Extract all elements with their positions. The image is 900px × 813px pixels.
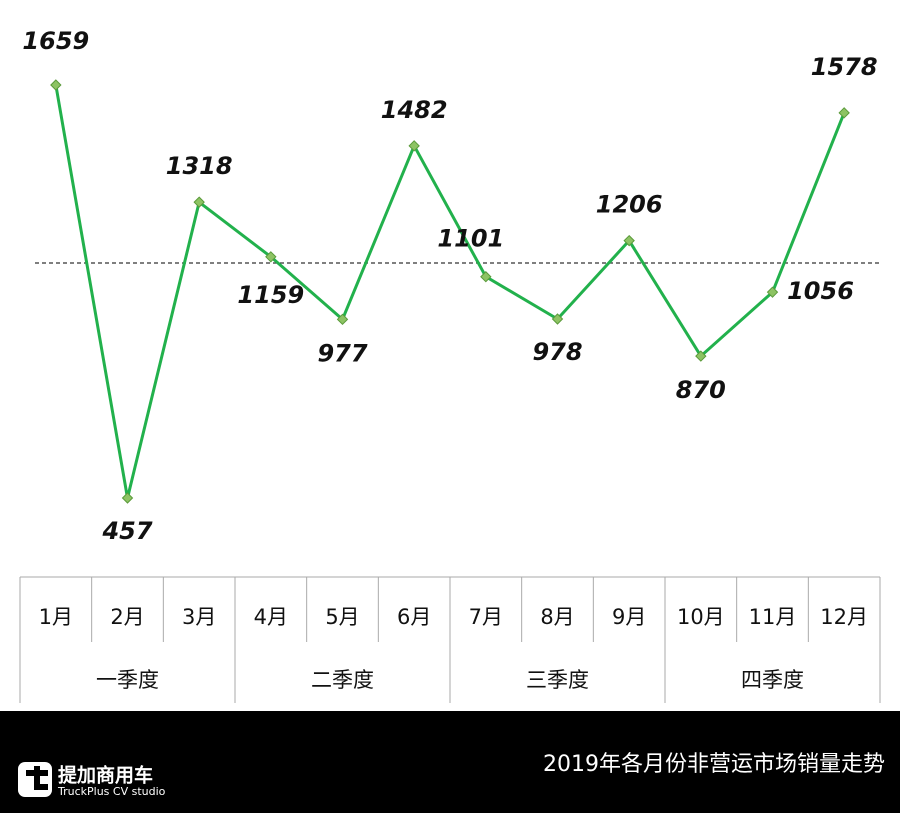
- marker: [766, 286, 779, 298]
- marker: [695, 350, 707, 362]
- x-tick-label: 5月: [325, 605, 359, 629]
- x-tick-label: 6月: [397, 605, 431, 629]
- data-label: 870: [676, 376, 726, 404]
- data-label: 1482: [381, 96, 448, 124]
- data-label: 457: [101, 517, 152, 545]
- x-tick-label: 4月: [254, 605, 288, 629]
- group-label: 二季度: [311, 668, 374, 692]
- x-tick-label: 1月: [39, 605, 73, 629]
- group-label: 一季度: [96, 668, 159, 692]
- data-label: 1101: [437, 225, 504, 253]
- marker: [336, 313, 349, 326]
- data-label: 1578: [811, 53, 878, 81]
- marker: [551, 313, 564, 325]
- logo-name: 提加商用车: [58, 764, 153, 787]
- logo-glyph: [26, 766, 48, 790]
- data-label: 1206: [596, 191, 663, 219]
- marker: [838, 107, 850, 119]
- x-tick-label: 3月: [182, 605, 216, 629]
- data-label: 1318: [166, 152, 233, 180]
- data-label: 978: [532, 338, 582, 366]
- marker: [193, 196, 205, 208]
- logo-subtitle: TruckPlus CV studio: [57, 785, 166, 798]
- marker: [623, 234, 635, 247]
- marker: [265, 251, 277, 263]
- group-label: 三季度: [526, 668, 589, 692]
- x-tick-label: 8月: [540, 605, 574, 629]
- x-tick-label: 7月: [469, 605, 503, 629]
- marker: [121, 492, 134, 504]
- x-tick-label: 10月: [677, 605, 725, 629]
- data-label: 1659: [22, 27, 89, 55]
- marker: [50, 79, 62, 91]
- marker: [408, 140, 420, 152]
- x-tick-label: 9月: [612, 605, 646, 629]
- x-tick-label: 11月: [749, 605, 797, 629]
- data-label: 977: [317, 339, 367, 367]
- x-tick-label: 12月: [820, 605, 868, 629]
- marker: [480, 271, 492, 283]
- chart-title: 2019年各月份非营运市场销量走势: [543, 752, 885, 777]
- data-label: 1056: [787, 277, 854, 305]
- group-label: 四季度: [741, 668, 804, 692]
- line: [54, 84, 846, 499]
- footer: [0, 711, 900, 813]
- data-label: 1159: [237, 281, 304, 309]
- x-tick-label: 2月: [110, 605, 144, 629]
